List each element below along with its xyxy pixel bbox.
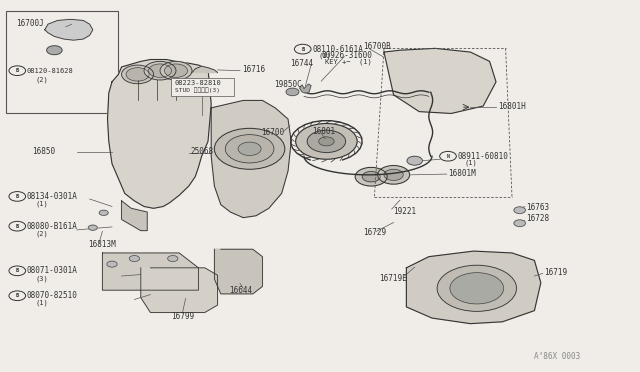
- Text: 16744: 16744: [290, 60, 313, 68]
- Polygon shape: [102, 253, 198, 290]
- Text: STUD スタッド(3): STUD スタッド(3): [175, 87, 220, 93]
- Circle shape: [168, 256, 178, 262]
- Circle shape: [514, 220, 525, 227]
- Circle shape: [47, 46, 62, 55]
- Circle shape: [148, 64, 172, 77]
- Text: 16716: 16716: [242, 65, 265, 74]
- Circle shape: [437, 265, 516, 311]
- Polygon shape: [108, 60, 211, 208]
- Text: 19850C: 19850C: [274, 80, 301, 89]
- Text: 16700J: 16700J: [16, 19, 44, 28]
- Circle shape: [286, 88, 299, 96]
- Circle shape: [355, 167, 387, 186]
- Circle shape: [9, 291, 26, 301]
- Circle shape: [294, 44, 311, 54]
- Text: 16801: 16801: [312, 127, 335, 136]
- Text: 16700B: 16700B: [364, 42, 391, 51]
- Text: 16801M: 16801M: [448, 169, 476, 178]
- Circle shape: [129, 256, 140, 262]
- Text: 00926-31600: 00926-31600: [321, 51, 372, 60]
- Circle shape: [296, 124, 357, 159]
- Circle shape: [160, 61, 192, 80]
- Text: (2): (2): [35, 77, 48, 83]
- Text: 08134-0301A: 08134-0301A: [27, 192, 77, 201]
- Text: N: N: [447, 154, 449, 159]
- Text: B: B: [16, 293, 19, 298]
- Text: 16763: 16763: [526, 203, 549, 212]
- Text: (3): (3): [35, 275, 48, 282]
- Polygon shape: [122, 201, 147, 231]
- Circle shape: [9, 192, 26, 201]
- Circle shape: [126, 68, 149, 81]
- Circle shape: [440, 151, 456, 161]
- Circle shape: [214, 128, 285, 169]
- Polygon shape: [45, 19, 93, 40]
- Text: 08080-B161A: 08080-B161A: [27, 222, 77, 231]
- Circle shape: [378, 166, 410, 184]
- Polygon shape: [141, 268, 218, 312]
- Text: 16700: 16700: [261, 128, 284, 137]
- Text: 16719: 16719: [544, 268, 567, 277]
- Polygon shape: [300, 84, 311, 93]
- Text: B: B: [301, 46, 304, 52]
- Circle shape: [450, 273, 504, 304]
- Circle shape: [384, 169, 403, 180]
- Text: 08120-81628: 08120-81628: [27, 68, 74, 74]
- Circle shape: [9, 221, 26, 231]
- Circle shape: [9, 66, 26, 76]
- Circle shape: [88, 225, 97, 230]
- Circle shape: [9, 266, 26, 276]
- Circle shape: [122, 65, 154, 84]
- Text: 08110-6161A: 08110-6161A: [312, 45, 363, 54]
- FancyBboxPatch shape: [171, 78, 234, 96]
- Text: B: B: [16, 268, 19, 273]
- Text: 25068: 25068: [191, 147, 214, 156]
- Text: B: B: [16, 194, 19, 199]
- Text: 19221: 19221: [394, 207, 417, 216]
- Text: 08911-60810: 08911-60810: [458, 152, 508, 161]
- Polygon shape: [406, 251, 541, 324]
- Circle shape: [225, 135, 274, 163]
- Text: B: B: [16, 68, 19, 73]
- Text: 16729: 16729: [364, 228, 387, 237]
- Text: 16799: 16799: [172, 312, 195, 321]
- Circle shape: [362, 171, 380, 182]
- FancyBboxPatch shape: [6, 11, 118, 113]
- Circle shape: [407, 156, 422, 165]
- Polygon shape: [192, 66, 218, 73]
- Circle shape: [319, 137, 334, 146]
- Circle shape: [307, 130, 346, 153]
- Circle shape: [164, 64, 188, 77]
- Text: (2): (2): [35, 230, 48, 237]
- Text: 16850: 16850: [32, 147, 55, 155]
- Circle shape: [99, 210, 108, 215]
- Circle shape: [514, 207, 525, 214]
- Circle shape: [144, 61, 176, 80]
- Text: 16813M: 16813M: [88, 240, 116, 249]
- Polygon shape: [214, 249, 262, 294]
- Circle shape: [107, 261, 117, 267]
- Text: (1): (1): [464, 160, 477, 166]
- Circle shape: [238, 142, 261, 155]
- Text: B: B: [16, 224, 19, 229]
- Text: KEY +−  (1): KEY +− (1): [325, 58, 372, 65]
- Polygon shape: [384, 48, 496, 113]
- Text: (1): (1): [35, 300, 48, 307]
- Text: 08223-82810: 08223-82810: [175, 80, 221, 86]
- Text: 16728: 16728: [526, 214, 549, 223]
- Text: 16644: 16644: [229, 286, 252, 295]
- Text: 08071-0301A: 08071-0301A: [27, 266, 77, 275]
- Text: 16719E: 16719E: [379, 274, 406, 283]
- Polygon shape: [211, 100, 291, 218]
- Text: (1): (1): [319, 52, 332, 59]
- Text: 08070-82510: 08070-82510: [27, 291, 77, 300]
- Text: 16801H: 16801H: [498, 102, 525, 111]
- Text: (1): (1): [35, 201, 48, 207]
- Text: Aʼ86X 0003: Aʼ86X 0003: [534, 352, 580, 361]
